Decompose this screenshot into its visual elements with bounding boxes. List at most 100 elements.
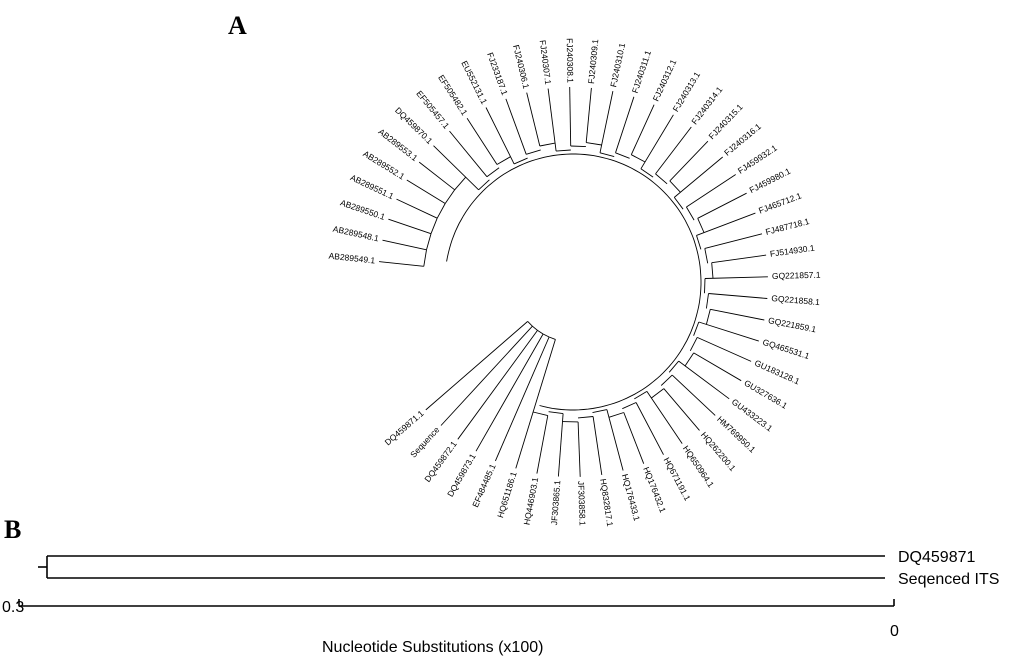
- leaf-label: FJ487718.1: [764, 216, 810, 237]
- leaf-label: AB289549.1: [328, 251, 376, 266]
- tree-node-link: [673, 197, 684, 210]
- tree-branch: [710, 308, 765, 321]
- tree-branch: [526, 92, 541, 147]
- tree-branch: [418, 161, 455, 191]
- panel-b-label: B: [4, 515, 21, 544]
- tree-node-link: [496, 156, 511, 165]
- leaf-label: FJ240312.1: [651, 58, 679, 103]
- tree-node-link: [640, 168, 654, 178]
- tree-branch: [630, 104, 655, 155]
- tree-branch: [678, 360, 730, 400]
- leaf-label: GQ221857.1: [772, 270, 821, 281]
- leaf-label: FJ240316.1: [722, 121, 763, 158]
- leaf-labels: AB289549.1 AB289548.1AB289550.1AB289551.1…: [328, 38, 821, 527]
- tree-branch: [406, 179, 446, 204]
- tree-branch: [536, 415, 549, 474]
- tree-branch: [592, 416, 603, 475]
- leaf-label: FJ233187.1: [485, 51, 510, 97]
- tree-node-link: [426, 233, 432, 250]
- tree-branch: [646, 391, 683, 444]
- tree-branch: [606, 409, 624, 471]
- tree-branch: [557, 413, 564, 477]
- tree-branch: [635, 402, 664, 455]
- leaf-label: EU552131.1: [459, 59, 489, 106]
- tree-branch: [485, 107, 515, 165]
- tree-branch: [669, 140, 709, 182]
- tip-label-dq459871: DQ459871: [898, 549, 975, 566]
- tree-branch: [704, 233, 763, 249]
- leaf-label: FJ240309.1: [586, 38, 600, 84]
- tree-branch: [585, 87, 592, 143]
- leaf-label: DQ459873.1: [445, 452, 478, 499]
- tree-node-link: [526, 149, 541, 155]
- tree-node-link: [537, 330, 544, 335]
- scale-axis-title: Nucleotide Substitutions (x100): [322, 639, 543, 656]
- tree-node-link: [634, 391, 648, 400]
- tree-node-link: [532, 325, 538, 331]
- tree-node-link: [486, 167, 500, 178]
- tree-branch: [704, 276, 768, 279]
- tree-branch: [494, 336, 550, 462]
- leaf-label: FJ514930.1: [769, 243, 815, 259]
- tree-branch: [577, 421, 581, 477]
- tree-node-link: [454, 176, 467, 191]
- tree-node-link: [577, 416, 594, 419]
- leaf-label: HQ651186.1: [495, 470, 519, 519]
- tree-node-link: [651, 388, 665, 399]
- tree-branch: [505, 98, 527, 155]
- leaf-label: HQ176432.1: [641, 465, 668, 514]
- leaf-label: HQ446903.1: [522, 476, 541, 525]
- tree-branch: [711, 254, 767, 264]
- leaf-label: AB289548.1: [332, 224, 380, 244]
- leaf-label: FJ459980.1: [748, 166, 793, 195]
- tree-branch: [599, 91, 614, 153]
- tree-node-link: [592, 409, 607, 414]
- tree-branch: [466, 118, 498, 165]
- tree-branch: [449, 130, 488, 177]
- leaf-label: JF303858.1: [576, 481, 588, 527]
- leaf-label: FJ459932.1: [736, 143, 779, 176]
- tree-node-link: [586, 142, 602, 146]
- tree-branch: [693, 352, 742, 382]
- leaf-label: AB289552.1: [361, 148, 406, 181]
- tree-node-link: [615, 152, 630, 159]
- tree-node-link: [430, 218, 438, 234]
- tree-branch: [623, 412, 645, 464]
- tree-branch: [475, 333, 544, 452]
- tree-branch: [396, 198, 438, 219]
- leaf-label: FJ465712.1: [757, 190, 803, 215]
- tree-node-link: [705, 293, 709, 309]
- tree-node-link: [548, 336, 556, 340]
- leaf-label: HQ176433.1: [620, 473, 642, 522]
- tree-node-link: [527, 321, 533, 327]
- leaf-label: GQ221858.1: [771, 293, 821, 307]
- tree-branch: [382, 239, 427, 251]
- tree-branch: [640, 114, 674, 170]
- leaf-label: GQ465531.1: [761, 337, 811, 361]
- leaf-label: FJ240308.1: [565, 38, 576, 83]
- tree-branch: [697, 192, 747, 219]
- scale-left-label: 0.3: [2, 599, 24, 616]
- tree-node-link: [711, 262, 714, 279]
- tree-branch: [698, 321, 759, 342]
- tree-node-link: [599, 152, 615, 158]
- leaf-label: HQ832817.1: [598, 478, 615, 527]
- scale-right-label: 0: [890, 623, 899, 640]
- tree-branch: [686, 174, 736, 208]
- tree-node-link: [631, 154, 646, 163]
- tree-branch: [425, 321, 528, 411]
- tree-node-link: [622, 402, 637, 410]
- panel-a-label: A: [228, 11, 247, 40]
- tree-branch: [655, 126, 692, 175]
- tree-branch: [615, 96, 635, 153]
- leaf-label: HQ650964.1: [681, 444, 716, 490]
- tree-node-link: [704, 278, 706, 294]
- leaf-label: EF484485.1: [470, 462, 498, 509]
- tree-branch: [515, 339, 556, 469]
- tree-node-link: [548, 411, 564, 415]
- tree-backbone-arc: [446, 153, 702, 411]
- tree-branch: [457, 330, 538, 440]
- tree-node-link: [444, 189, 456, 204]
- tree-node-link: [697, 218, 705, 233]
- tree-node-link: [705, 309, 711, 325]
